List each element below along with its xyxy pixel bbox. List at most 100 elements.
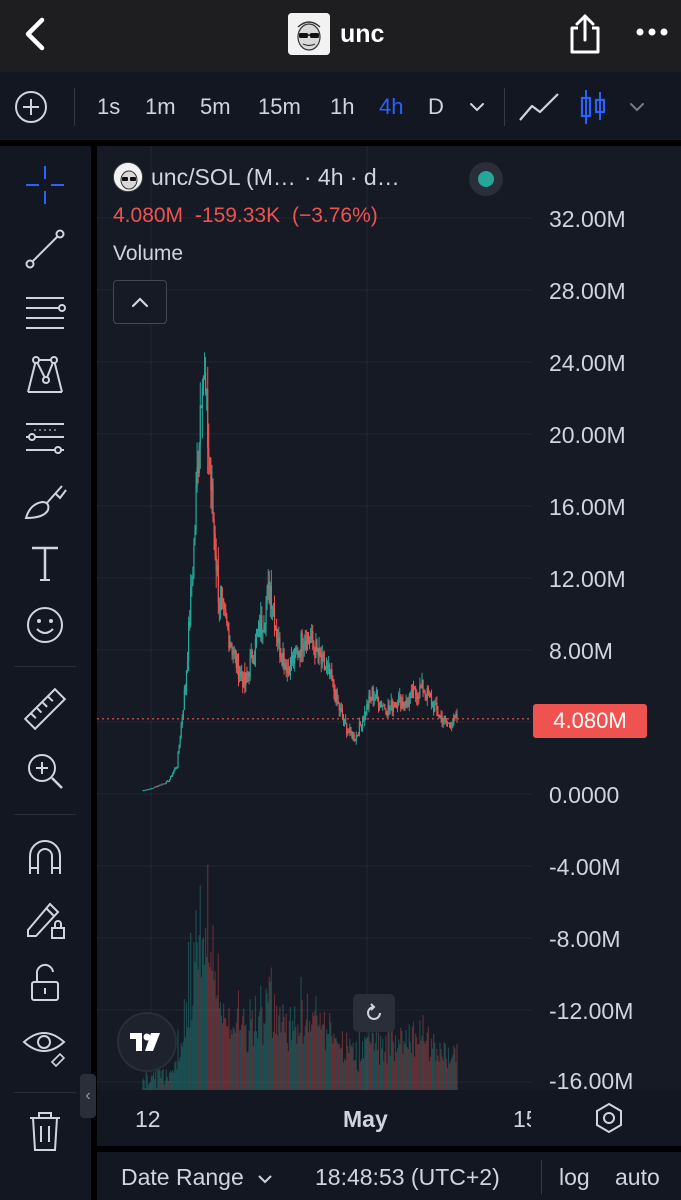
price-change: -159.33K <box>194 204 281 227</box>
candle-body <box>385 708 387 715</box>
text-tool-icon[interactable] <box>20 538 70 588</box>
volume-bar <box>155 1063 157 1090</box>
volume-bar <box>262 1044 264 1090</box>
tradingview-logo-icon[interactable] <box>117 1012 177 1072</box>
chevron-down-icon[interactable] <box>466 96 488 118</box>
volume-bar <box>380 1035 382 1090</box>
volume-bar <box>245 1024 247 1090</box>
candle-body <box>314 647 316 658</box>
volume-bar <box>165 1069 167 1090</box>
log-scale-toggle[interactable]: log <box>559 1164 590 1190</box>
volume-bar <box>310 1031 312 1090</box>
forecast-icon[interactable] <box>20 412 70 462</box>
volume-bar <box>432 1048 434 1090</box>
volume-bar <box>163 1084 165 1090</box>
time-axis[interactable]: 12 May 15 <box>97 1090 681 1146</box>
volume-indicator-label[interactable]: Volume <box>113 242 184 265</box>
candle-body <box>348 731 350 733</box>
volume-bar <box>153 1072 155 1090</box>
candles-icon[interactable] <box>578 88 608 126</box>
volume-bar <box>236 1008 239 1090</box>
candle-body <box>145 789 147 791</box>
candle-body <box>198 444 200 474</box>
volume-bar <box>270 967 272 1090</box>
share-icon[interactable] <box>566 12 604 56</box>
candle-body <box>328 665 330 667</box>
line-chart-icon[interactable] <box>518 90 560 124</box>
candle-body <box>249 657 251 677</box>
volume-bar <box>233 1028 235 1090</box>
candle-body <box>271 608 274 610</box>
volume-bar <box>417 1044 419 1090</box>
volume-bar <box>438 1061 440 1090</box>
fib-levels-icon[interactable] <box>20 288 70 338</box>
date-range-label: Date Range <box>121 1164 244 1190</box>
volume-bar <box>220 1015 223 1090</box>
collapse-legend-button[interactable] <box>113 280 167 324</box>
volume-bar <box>188 941 190 1090</box>
eye-visibility-icon[interactable] <box>20 1020 70 1070</box>
volume-bar <box>296 1043 298 1090</box>
volume-bar <box>435 1060 437 1090</box>
pencil-lock-icon[interactable] <box>20 894 70 944</box>
zoom-in-icon[interactable] <box>20 746 70 796</box>
trend-line-icon[interactable] <box>20 224 70 274</box>
interval-15m[interactable]: 15m <box>258 94 301 119</box>
candle-body <box>439 715 441 718</box>
market-status-icon[interactable] <box>469 162 503 196</box>
volume-bar <box>172 1070 174 1090</box>
interval-1h[interactable]: 1h <box>330 94 355 119</box>
candle-body <box>219 598 222 612</box>
volume-bar <box>303 1035 305 1090</box>
magnet-icon[interactable] <box>20 832 70 882</box>
volume-bar <box>308 1020 311 1090</box>
crosshair-icon[interactable] <box>20 160 70 210</box>
symbol-legend[interactable]: unc/SOL (M… · 4h · d… <box>113 162 400 192</box>
chevron-left-icon[interactable] <box>18 14 54 54</box>
token-title[interactable]: unc <box>288 12 384 56</box>
y-axis-label: 24.00M <box>549 350 626 376</box>
unlock-icon[interactable] <box>20 958 70 1008</box>
volume-bar <box>178 1061 180 1090</box>
brush-icon[interactable] <box>20 476 70 526</box>
date-range-button[interactable]: Date Range <box>121 1164 274 1191</box>
candle-body <box>434 704 436 712</box>
interval-1s[interactable]: 1s <box>97 94 121 119</box>
candle-body <box>263 626 265 632</box>
candle-body <box>230 643 232 647</box>
volume-bar <box>154 1078 156 1090</box>
candle-body <box>283 652 285 669</box>
interval-4h[interactable]: 4h <box>379 94 404 119</box>
candle-body <box>180 724 182 738</box>
candle-body <box>443 716 445 721</box>
interval-5m[interactable]: 5m <box>200 94 231 119</box>
candle-body <box>278 637 280 644</box>
volume-bar <box>282 1004 284 1090</box>
volume-bar <box>278 1015 280 1090</box>
add-symbol-icon[interactable] <box>14 90 48 124</box>
refresh-icon <box>367 1003 381 1020</box>
pattern-icon[interactable] <box>20 350 70 400</box>
settings-hexagon-icon[interactable] <box>591 1100 627 1136</box>
ruler-icon[interactable] <box>20 684 70 734</box>
more-horizontal-icon[interactable] <box>632 20 672 44</box>
chevron-down-icon[interactable] <box>626 96 648 118</box>
candlestick-plot[interactable] <box>97 146 681 1090</box>
volume-bar <box>159 1070 161 1090</box>
volume-bar <box>324 1049 327 1090</box>
hide-toolbar-handle[interactable]: ‹ <box>80 1074 96 1118</box>
candle-body <box>248 672 250 677</box>
candle-body <box>158 785 160 787</box>
candle-body <box>360 724 363 728</box>
reset-chart-button[interactable] <box>353 994 395 1032</box>
trash-icon[interactable] <box>20 1106 70 1156</box>
price-chart[interactable]: unc/SOL (M… · 4h · d… 4.080M -159.33K (−… <box>97 146 681 1090</box>
candle-body <box>322 653 324 658</box>
candle-body <box>429 693 432 698</box>
interval-1m[interactable]: 1m <box>145 94 176 119</box>
interval-D[interactable]: D <box>428 94 444 119</box>
auto-scale-toggle[interactable]: auto <box>615 1164 660 1190</box>
candle-body <box>213 518 215 534</box>
emoji-icon[interactable] <box>20 600 70 650</box>
timezone-clock[interactable]: 18:48:53 (UTC+2) <box>315 1164 500 1190</box>
